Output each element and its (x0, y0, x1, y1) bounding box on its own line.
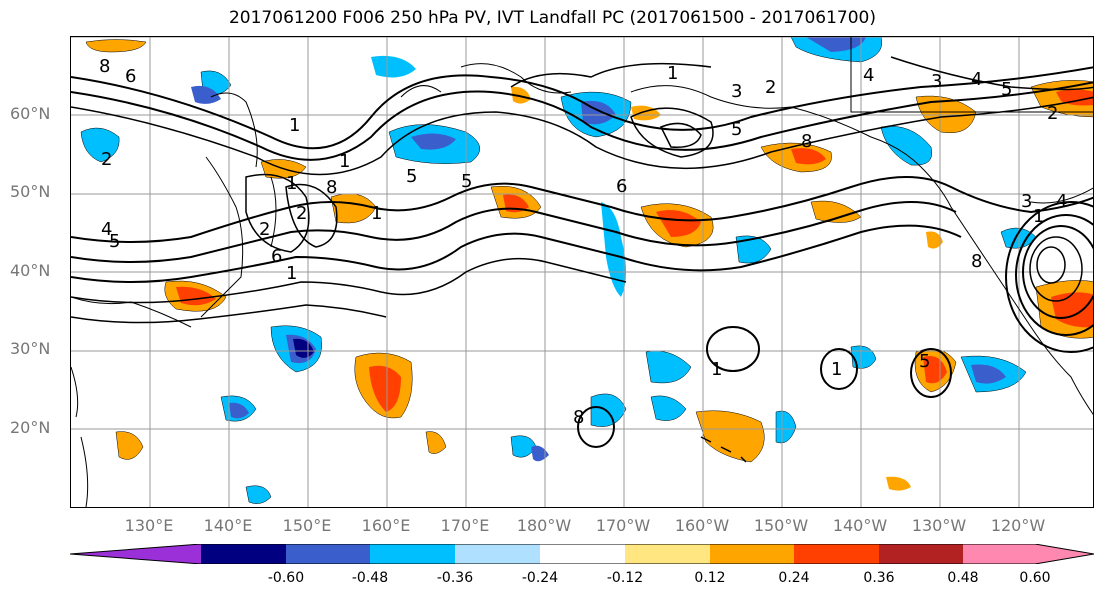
contour-label: 3 (1021, 191, 1032, 212)
lon-label-160w: 160°W (674, 516, 730, 535)
lon-label-130e: 130°E (124, 516, 174, 535)
positive-anomaly-regions (85, 39, 1093, 491)
contour-label: 5 (1001, 79, 1012, 100)
contour-label: 8 (801, 131, 812, 152)
colorbar-segment (794, 544, 879, 564)
colorbar-segment (540, 544, 625, 564)
colorbar-tick-label: 0.48 (947, 570, 979, 586)
lat-label-40n: 40°N (10, 261, 51, 280)
colorbar-segment (286, 544, 370, 564)
colorbar-tick-label: 0.60 (1019, 570, 1051, 586)
lon-label-130w: 130°W (911, 516, 967, 535)
contour-label: 5 (461, 171, 472, 192)
lon-label-150w: 150°W (753, 516, 809, 535)
lat-label-60n: 60°N (10, 104, 51, 123)
lat-label-50n: 50°N (10, 182, 51, 201)
pv-contours (71, 56, 1093, 448)
colorbar-tick-label: 0.12 (694, 570, 726, 586)
lon-label-170e: 170°E (440, 516, 490, 535)
negative-anomaly-regions (80, 37, 1037, 504)
colorbar-segment (70, 544, 201, 564)
contour-label: 3 (731, 81, 742, 102)
contour-label: 2 (1047, 103, 1058, 124)
lat-label-30n: 30°N (10, 339, 51, 358)
contour-label: 2 (296, 203, 307, 224)
contour-label: 1 (286, 173, 297, 194)
contour-label: 6 (125, 66, 136, 87)
map-title: 2017061200 F006 250 hPa PV, IVT Landfall… (228, 8, 876, 28)
colorbar-tick-label: -0.12 (606, 570, 644, 586)
contour-label: 1 (289, 115, 300, 136)
lon-label-150e: 150°E (282, 516, 332, 535)
contour-label: 2 (259, 219, 270, 240)
contour-label: 2 (765, 77, 776, 98)
lon-label-120w: 120°W (990, 516, 1046, 535)
colorbar-tick-label: -0.48 (351, 570, 389, 586)
colorbar-segment (455, 544, 540, 564)
contour-label: 1 (711, 359, 722, 380)
lon-label-170w: 170°W (595, 516, 651, 535)
colorbar-segment (625, 544, 710, 564)
contour-label: 4 (971, 69, 982, 90)
contour-label: 8 (326, 177, 337, 198)
colorbar-segment (879, 544, 963, 564)
contour-label: 8 (971, 251, 982, 272)
lon-label-180w: 180°W (516, 516, 572, 535)
colorbar-tick-label: -0.60 (267, 570, 305, 586)
colorbar-segment (201, 544, 286, 564)
colorbar-segment (710, 544, 794, 564)
colorbar-tick-label: -0.36 (436, 570, 474, 586)
colorbar-tick-label: 0.36 (863, 570, 895, 586)
contour-label: 4 (101, 219, 112, 240)
contour-label: 1 (1033, 206, 1044, 227)
contour-label: 2 (101, 149, 112, 170)
contour-label: 6 (271, 246, 282, 267)
contour-label: 1 (371, 203, 382, 224)
contour-label: 1 (831, 359, 842, 380)
contour-label: 4 (1056, 191, 1067, 212)
contour-label: 8 (99, 56, 110, 77)
contour-label: 8 (573, 407, 584, 428)
colorbar (70, 544, 1094, 564)
contour-label: 5 (109, 231, 120, 252)
contour-label: 1 (339, 151, 350, 172)
lon-label-140w: 140°W (832, 516, 888, 535)
lon-label-160e: 160°E (361, 516, 411, 535)
contour-label: 5 (731, 119, 742, 140)
contour-label: 3 (931, 71, 942, 92)
contour-label: 4 (863, 65, 874, 86)
colorbar-segment (370, 544, 455, 564)
lon-label-140e: 140°E (203, 516, 253, 535)
colorbar-tick-label: 0.24 (778, 570, 810, 586)
colorbar-tick-label: -0.24 (521, 570, 559, 586)
colorbar-segment (963, 544, 1035, 564)
contour-label: 1 (286, 263, 297, 284)
contour-label: 6 (616, 176, 627, 197)
colorbar-segment (1035, 544, 1094, 564)
contour-label: 5 (919, 351, 930, 372)
contour-label: 5 (406, 166, 417, 187)
contour-label: 1 (667, 63, 678, 84)
lat-label-20n: 20°N (10, 418, 51, 437)
